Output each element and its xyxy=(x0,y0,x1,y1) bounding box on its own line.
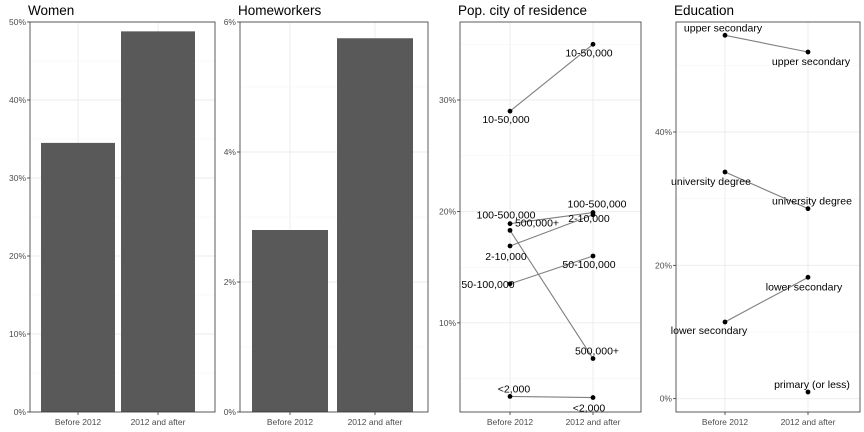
panel-title: Women xyxy=(28,3,74,18)
data-point xyxy=(722,169,728,175)
bar-before-2012 xyxy=(252,230,328,412)
series-line xyxy=(509,211,594,225)
data-point xyxy=(805,274,811,280)
data-label: lower secondary xyxy=(766,281,843,293)
y-tick-label: 2% xyxy=(224,277,237,287)
y-tick-label: 50% xyxy=(9,17,26,27)
panel-education: 0% 20% 40% Before 2012 2012 and after upper s… xyxy=(655,3,861,427)
series-50-100-000: 50-100,000 50-100,000 xyxy=(461,253,616,291)
series-100-500-000: 100-500,000 100-500,000 xyxy=(477,199,627,227)
panel-border xyxy=(239,21,429,413)
x-tick-label: 2012 and after xyxy=(348,417,403,427)
data-point xyxy=(590,395,596,400)
data-point xyxy=(590,41,596,47)
y-tick-label: 20% xyxy=(9,251,26,261)
series-line xyxy=(509,395,594,399)
series-2-10-000: 2-10,000 2-10,000 xyxy=(485,212,610,263)
x-tick-label: 2012 and after xyxy=(131,417,186,427)
y-tick-label: 10% xyxy=(9,329,26,339)
data-point xyxy=(805,49,811,55)
data-point xyxy=(805,389,811,395)
data-point xyxy=(507,221,513,227)
data-point xyxy=(507,227,513,233)
panel-homeworkers: 0% 2% 4% 6% Before 2012 2012 and after Homewor… xyxy=(224,3,429,427)
data-label: university degree xyxy=(772,196,852,208)
series-lower-secondary: lower secondary lower secondary xyxy=(671,274,843,337)
data-label: 500,000+ xyxy=(575,346,619,358)
series-university-degree: university degree university degree xyxy=(671,169,852,212)
x-tick-label: 2012 and after xyxy=(781,417,836,427)
y-tick-label: 0% xyxy=(14,407,27,417)
data-point xyxy=(507,108,513,114)
data-label: upper secondary xyxy=(684,22,763,34)
data-label: lower secondary xyxy=(671,325,748,337)
y-tick-label: 40% xyxy=(655,127,672,137)
panel-title: Education xyxy=(674,3,734,18)
series-upper-secondary: upper secondary upper secondary xyxy=(684,22,851,68)
data-point xyxy=(590,356,596,361)
panel-border xyxy=(675,21,861,413)
data-point xyxy=(722,319,728,325)
y-tick-label: 20% xyxy=(655,260,672,270)
data-point xyxy=(590,253,596,259)
series-line xyxy=(509,43,594,112)
data-point xyxy=(590,212,596,218)
panel-background xyxy=(460,22,641,412)
panel-background xyxy=(676,22,860,412)
series-2-000: <2,000 <2,000 xyxy=(498,383,606,414)
x-tick-label: Before 2012 xyxy=(55,417,102,427)
y-tick-label: 4% xyxy=(224,147,237,157)
data-label: 10-50,000 xyxy=(565,47,612,59)
data-label: 2-10,000 xyxy=(485,251,527,263)
series-line xyxy=(509,214,594,247)
y-tick-label: 0% xyxy=(660,394,673,404)
panel-border xyxy=(459,21,642,413)
data-label: primary (or less) xyxy=(774,379,850,391)
series-primary-or-less: primary (or less) xyxy=(774,379,850,395)
series-line xyxy=(509,255,594,285)
data-point xyxy=(507,281,513,287)
series-500-000: 500,000+ 500,000+ xyxy=(507,217,619,361)
panel-border xyxy=(29,21,216,413)
x-tick-label: 2012 and after xyxy=(566,417,621,427)
x-tick-label: Before 2012 xyxy=(487,417,534,427)
series-line xyxy=(724,34,809,53)
y-tick-label: 6% xyxy=(224,17,237,27)
series-line xyxy=(724,171,809,210)
y-tick-label: 40% xyxy=(9,95,26,105)
bar-2012-and-after xyxy=(121,31,195,413)
x-tick-label: Before 2012 xyxy=(267,417,314,427)
data-label: <2,000 xyxy=(498,383,531,395)
data-label: upper secondary xyxy=(772,56,851,68)
bar-before-2012 xyxy=(41,142,115,412)
bar-2012-and-after xyxy=(337,38,413,412)
y-tick-label: 0% xyxy=(224,407,237,417)
panel-title: Pop. city of residence xyxy=(458,3,587,18)
y-tick-label: 30% xyxy=(9,173,26,183)
data-point xyxy=(507,394,513,399)
data-label: 500,000+ xyxy=(515,217,559,229)
y-tick-label: 20% xyxy=(439,206,456,216)
data-label: 10-50,000 xyxy=(482,114,529,126)
data-label: 50-100,000 xyxy=(461,279,514,291)
panel-title: Homeworkers xyxy=(238,3,322,18)
data-label: 100-500,000 xyxy=(477,210,536,222)
data-label: <2,000 xyxy=(573,403,606,415)
panel-pop-city-of-residence: 10% 20% 30% Before 2012 2012 and after 10-50,… xyxy=(439,3,642,427)
series-line xyxy=(509,230,594,359)
y-tick-label: 30% xyxy=(439,95,456,105)
data-label: university degree xyxy=(671,176,751,188)
data-label: 100-500,000 xyxy=(568,199,627,211)
series-line xyxy=(724,276,809,323)
data-point xyxy=(722,32,728,38)
data-point xyxy=(805,206,811,212)
data-label: 2-10,000 xyxy=(568,213,610,225)
data-label: 50-100,000 xyxy=(562,259,615,271)
data-point xyxy=(507,243,513,249)
x-tick-label: Before 2012 xyxy=(702,417,749,427)
y-tick-label: 10% xyxy=(439,318,456,328)
series-10-50-000: 10-50,000 10-50,000 xyxy=(482,41,613,126)
panel-women: 0% 10% 20% 30% 40% 50% Before 2012 2012 and aft… xyxy=(9,3,216,427)
